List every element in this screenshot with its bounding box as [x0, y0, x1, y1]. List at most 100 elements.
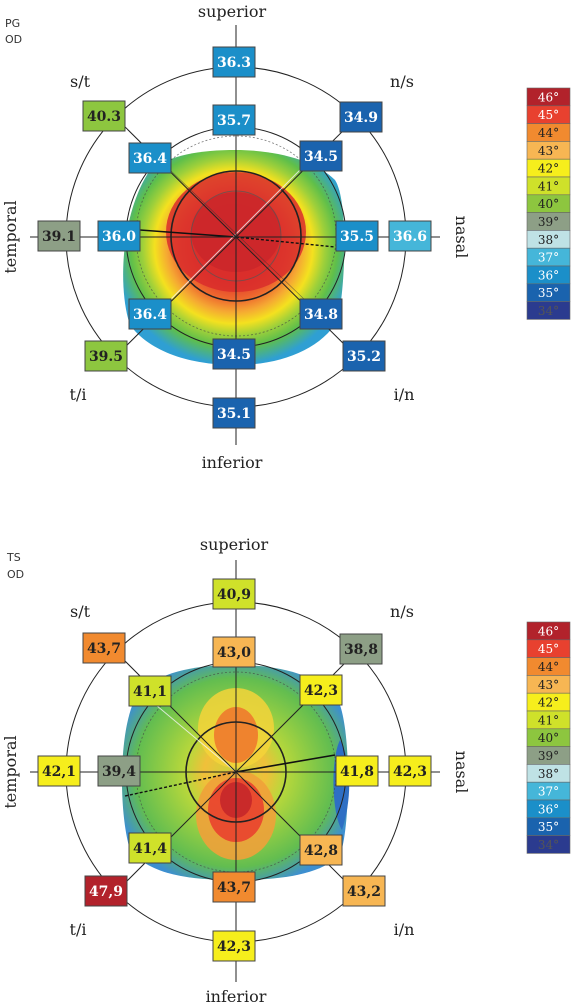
value-box-inner-inferior: 43,7 [212, 871, 256, 903]
legend-swatch [526, 835, 571, 854]
color-scale-legend: 46° 45° 44° 43° 42° 41° 40° 39° 38° 37° 36° 35° 34° [526, 621, 571, 854]
value-box-inner-nasal: 41,8 [335, 755, 379, 787]
label-nasal: nasal [452, 216, 471, 259]
label-superior: superior [200, 535, 269, 554]
legend-label: 39° [538, 215, 559, 229]
legend-label: 37° [538, 251, 559, 265]
label-temporal: temporal [1, 735, 20, 808]
svg-text:35.7: 35.7 [217, 113, 251, 129]
value-box-outer-nasal: 42,3 [388, 755, 432, 787]
legend-label: 41° [538, 179, 559, 193]
patient-id: TS [6, 551, 21, 564]
legend-label: 34° [538, 838, 559, 852]
legend-label: 44° [538, 660, 559, 674]
value-box-inner-ti: 36.4 [128, 298, 172, 330]
svg-text:42,3: 42,3 [393, 764, 427, 780]
svg-text:35.5: 35.5 [340, 229, 374, 245]
value-box-outer-st: 43,7 [82, 632, 126, 664]
value-box-outer-ns: 34.9 [339, 101, 383, 133]
svg-text:43,2: 43,2 [347, 884, 381, 900]
legend-label: 42° [538, 696, 559, 710]
legend-label: 36° [538, 802, 559, 816]
value-box-outer-superior: 40,9 [212, 578, 256, 610]
label-st: s/t [70, 72, 91, 91]
eye-label: OD [7, 568, 24, 581]
value-box-outer-temporal: 42,1 [37, 755, 81, 787]
svg-text:34.9: 34.9 [344, 110, 378, 126]
value-box-outer-in: 43,2 [342, 875, 386, 907]
svg-text:43,7: 43,7 [217, 880, 251, 896]
value-box-outer-ti: 39.5 [84, 340, 128, 372]
value-box-outer-ns: 38,8 [339, 633, 383, 665]
value-box-inner-in: 42,8 [299, 834, 343, 866]
svg-text:42,3: 42,3 [217, 939, 251, 955]
svg-text:42,1: 42,1 [42, 764, 76, 780]
value-box-outer-temporal: 39.1 [37, 220, 81, 252]
legend-label: 45° [538, 108, 559, 122]
label-in: i/n [394, 385, 415, 404]
legend-label: 42° [538, 162, 559, 176]
value-box-inner-ns: 42,3 [299, 674, 343, 706]
svg-text:40,9: 40,9 [217, 587, 251, 603]
svg-text:40.3: 40.3 [87, 109, 121, 125]
value-box-outer-in: 35.2 [342, 340, 386, 372]
svg-text:34.5: 34.5 [304, 149, 338, 165]
svg-text:36.4: 36.4 [133, 151, 167, 167]
panel-pg: PG OD superior inferior temporal [1, 2, 471, 472]
svg-text:34.8: 34.8 [304, 307, 338, 323]
label-inferior: inferior [202, 453, 263, 472]
svg-text:35.2: 35.2 [347, 349, 381, 365]
svg-text:39.5: 39.5 [89, 349, 123, 365]
value-box-outer-ti: 47,9 [84, 875, 128, 907]
label-superior: superior [198, 2, 267, 21]
svg-text:41,1: 41,1 [133, 684, 167, 700]
value-box-inner-nasal: 35.5 [335, 220, 379, 252]
svg-text:41,4: 41,4 [133, 841, 167, 857]
svg-text:41,8: 41,8 [340, 764, 374, 780]
svg-text:43,0: 43,0 [217, 645, 251, 661]
legend-label: 36° [538, 268, 559, 282]
legend-swatch [526, 301, 571, 320]
label-st: s/t [70, 602, 91, 621]
legend-label: 43° [538, 144, 559, 158]
label-ti: t/i [70, 920, 87, 939]
value-box-inner-st: 36.4 [128, 142, 172, 174]
value-box-outer-inferior: 42,3 [212, 930, 256, 962]
legend-label: 46° [538, 624, 559, 638]
legend-label: 44° [538, 126, 559, 140]
legend-label: 35° [538, 286, 559, 300]
svg-text:36.0: 36.0 [102, 229, 136, 245]
svg-text:42,8: 42,8 [304, 843, 338, 859]
value-box-inner-ti: 41,4 [128, 832, 172, 864]
value-box-outer-st: 40.3 [82, 100, 126, 132]
label-temporal: temporal [1, 200, 20, 273]
legend-label: 46° [538, 90, 559, 104]
panel-ts: TS OD superior inferior temporal [1, 535, 471, 1006]
svg-text:36.4: 36.4 [133, 307, 167, 323]
label-nasal: nasal [452, 751, 471, 794]
color-scale-legend: 46° 45° 44° 43° 42° 41° 40° 39° 38° 37° 36° 35° 34° [526, 87, 571, 320]
legend-label: 34° [538, 304, 559, 318]
svg-text:42,3: 42,3 [304, 683, 338, 699]
svg-text:36.3: 36.3 [217, 55, 251, 71]
label-in: i/n [394, 920, 415, 939]
legend-label: 38° [538, 233, 559, 247]
svg-text:39.1: 39.1 [42, 229, 76, 245]
patient-id: PG [5, 17, 20, 30]
legend-label: 43° [538, 678, 559, 692]
label-ns: n/s [390, 72, 414, 91]
eye-label: OD [5, 33, 22, 46]
value-box-inner-temporal: 39,4 [97, 755, 141, 787]
legend-label: 35° [538, 820, 559, 834]
label-inferior: inferior [206, 987, 267, 1006]
svg-text:35.1: 35.1 [217, 406, 251, 422]
legend-label: 38° [538, 767, 559, 781]
value-box-inner-st: 41,1 [128, 675, 172, 707]
value-box-inner-ns: 34.5 [299, 140, 343, 172]
svg-text:38,8: 38,8 [344, 642, 378, 658]
value-box-outer-nasal: 36.6 [388, 220, 432, 252]
legend-label: 41° [538, 713, 559, 727]
value-box-inner-in: 34.8 [299, 298, 343, 330]
value-box-inner-inferior: 34.5 [212, 338, 256, 370]
